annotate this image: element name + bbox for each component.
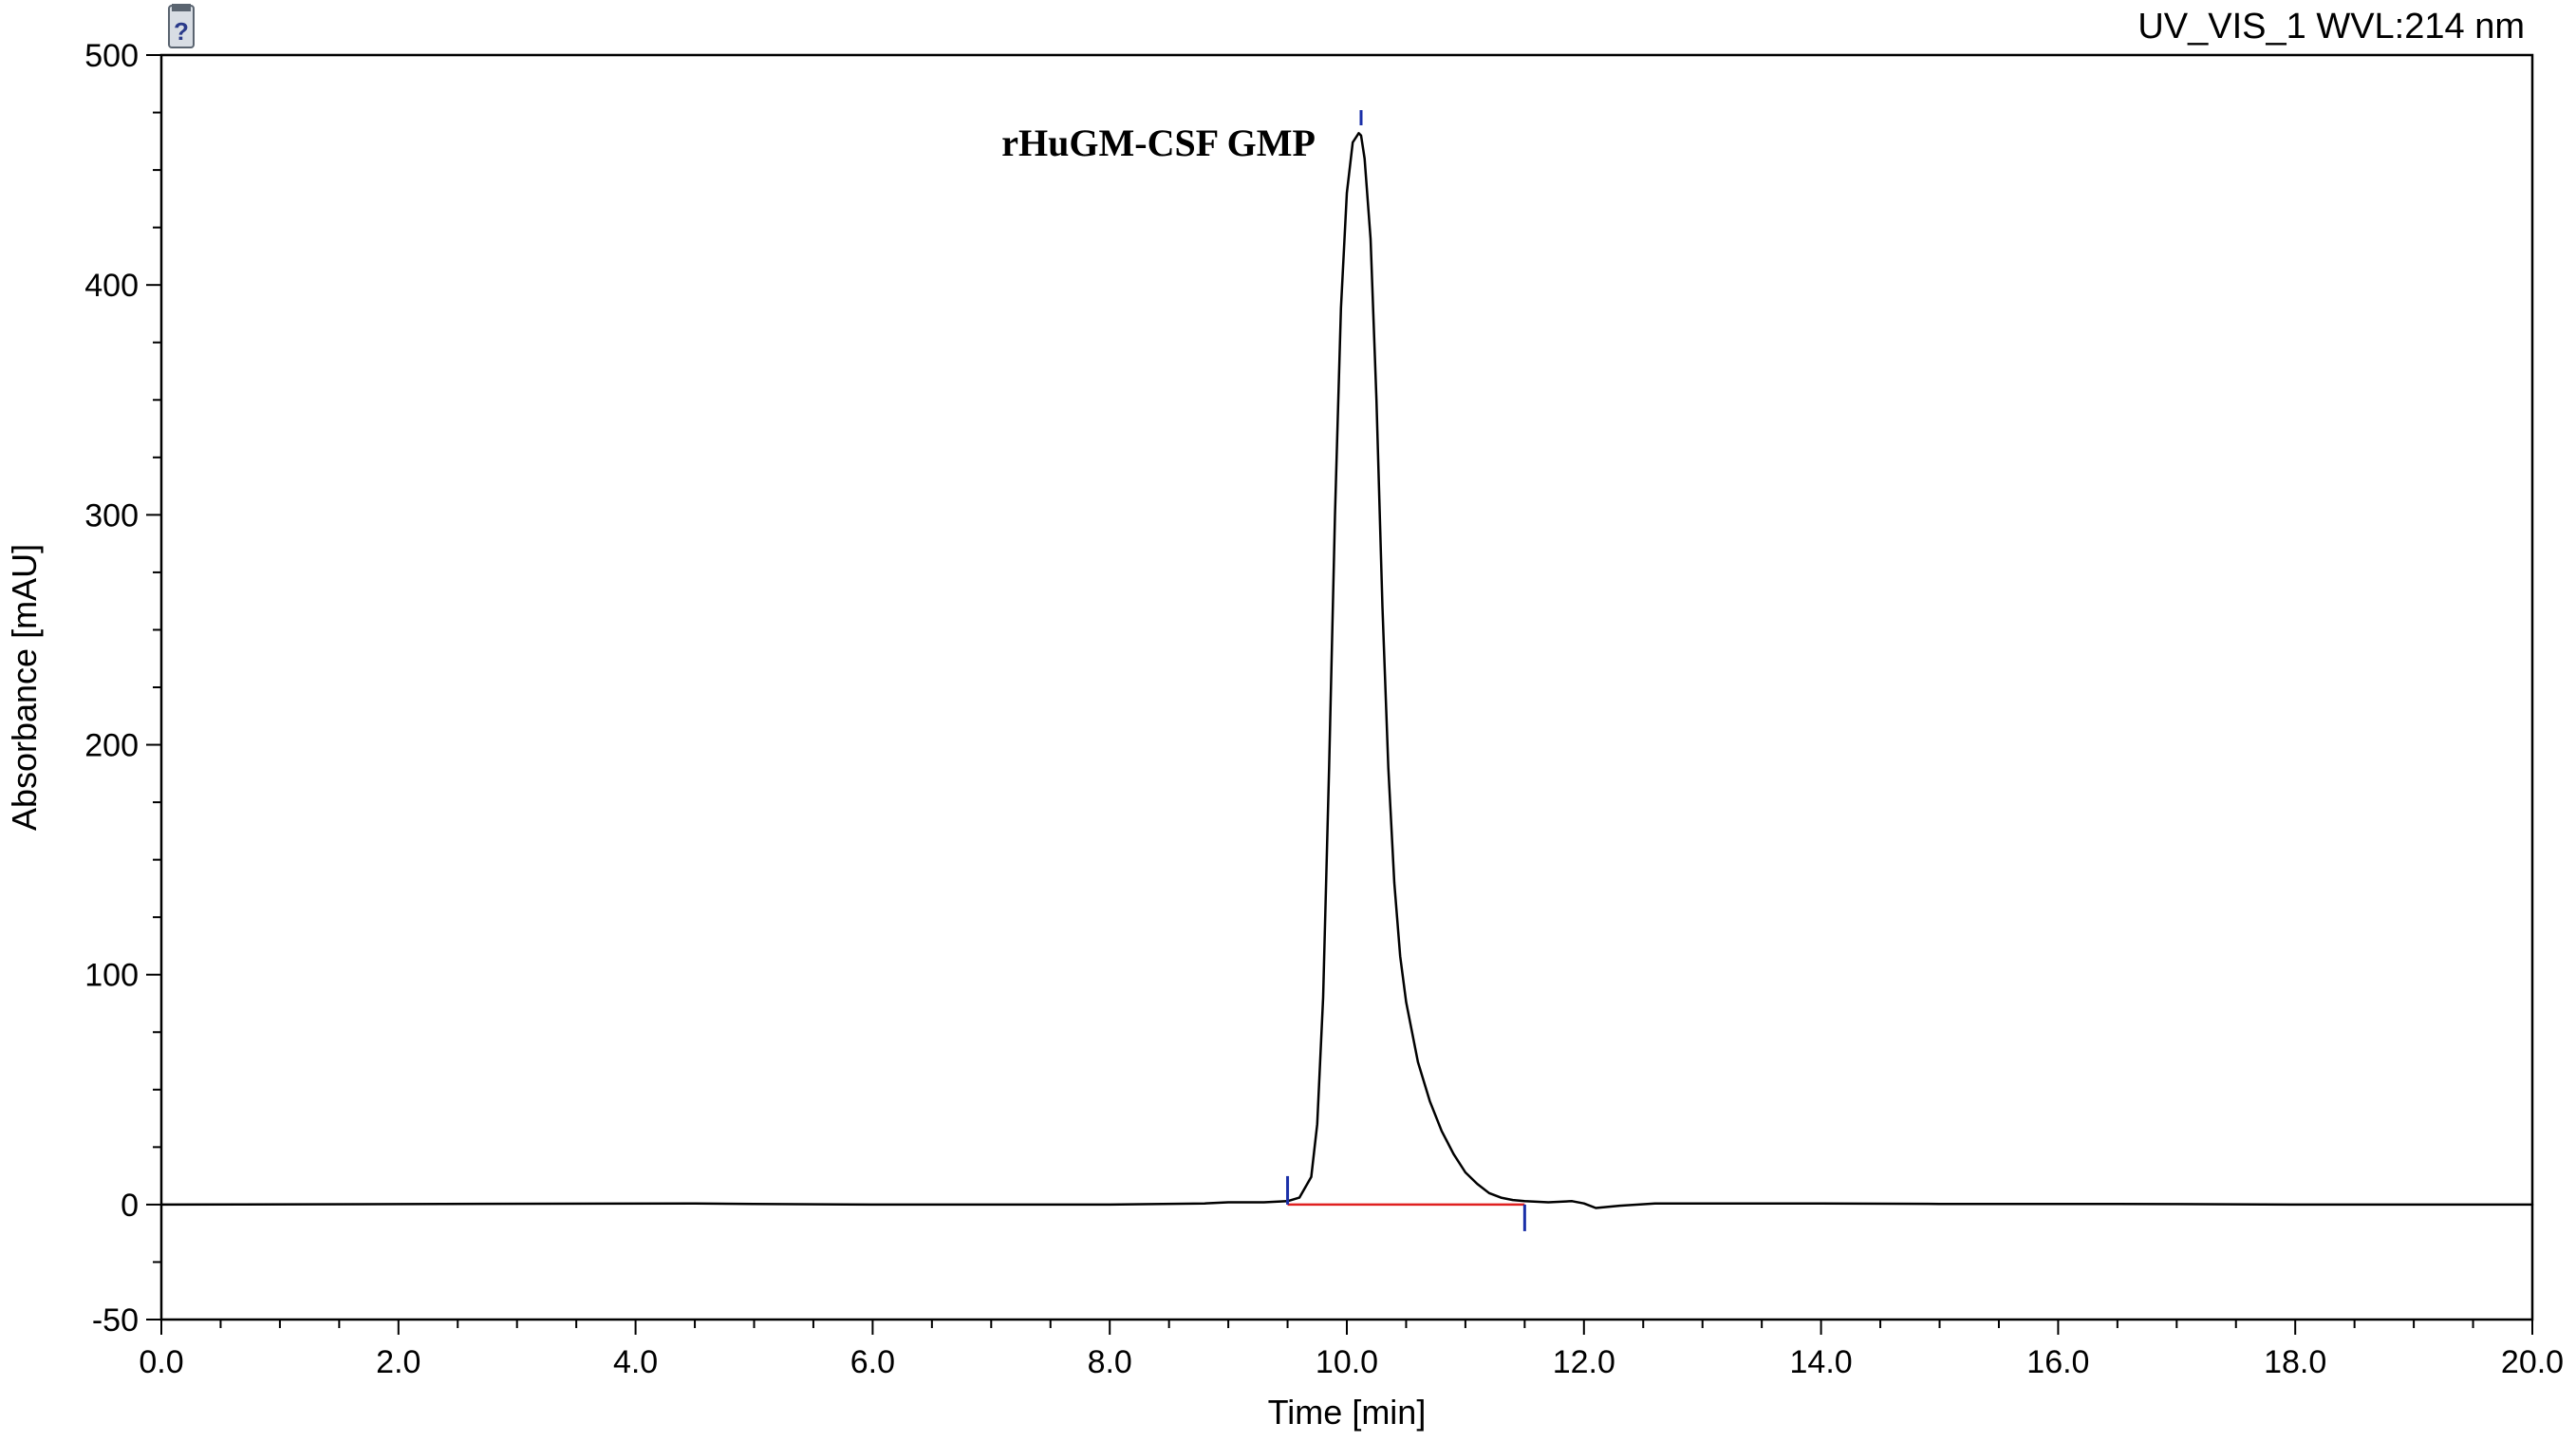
y-tick-label: -50 [92, 1302, 139, 1339]
peak-markers [1286, 110, 1526, 1231]
x-tick-label: 18.0 [2264, 1344, 2326, 1380]
peak-label: rHuGM-CSF GMP [1001, 122, 1316, 164]
channel-label: UV_VIS_1 WVL:214 nm [2137, 7, 2525, 47]
x-tick-label: 20.0 [2501, 1344, 2564, 1380]
y-tick-label: 500 [84, 38, 139, 74]
trace-line [159, 132, 2534, 1209]
x-tick-label: 12.0 [1553, 1344, 1615, 1380]
y-tick-label: 300 [84, 497, 139, 534]
chromatogram-trace [159, 132, 2534, 1209]
x-tick-label: 2.0 [376, 1344, 420, 1380]
x-tick-label: 4.0 [613, 1344, 658, 1380]
svg-text:?: ? [174, 17, 189, 46]
x-tick-label: 10.0 [1316, 1344, 1378, 1380]
annotations: rHuGM-CSF GMP [1001, 122, 1316, 164]
plot-frame [159, 53, 2534, 1321]
y-tick-label: 100 [84, 958, 139, 994]
y-axis-title: Absorbance [mAU] [5, 544, 44, 831]
y-tick-label: 0 [121, 1188, 139, 1224]
x-axis: 0.0 2.0 4.0 6.0 8.0 10.0 12.0 14.0 16.0 18.0 20.0 [139, 1320, 2564, 1380]
x-tick-label: 8.0 [1088, 1344, 1132, 1380]
file-icon: ? [168, 4, 195, 48]
x-tick-label: 14.0 [1790, 1344, 1853, 1380]
x-axis-title: Time [min] [1268, 1393, 1427, 1432]
x-tick-label: 6.0 [850, 1344, 895, 1380]
x-tick-label: 0.0 [139, 1344, 183, 1380]
x-tick-label: 16.0 [2026, 1344, 2089, 1380]
y-tick-label: 200 [84, 728, 139, 764]
y-axis: -50 0 100 200 300 400 500 [84, 38, 161, 1339]
y-tick-label: 400 [84, 268, 139, 304]
